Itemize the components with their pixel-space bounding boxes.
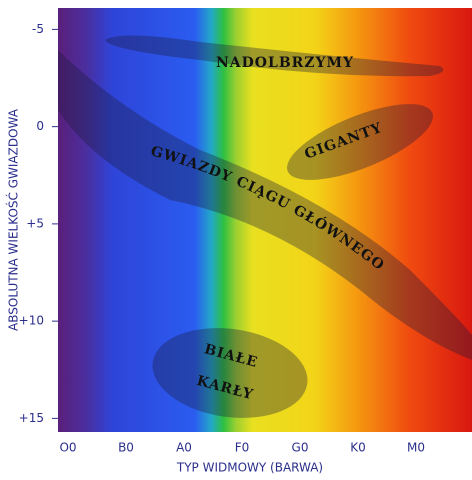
x-tick-label: B0 [118,441,134,455]
y-tick-label: +10 [19,314,44,328]
y-tick-label: +15 [19,411,44,425]
x-tick-label: F0 [235,441,250,455]
x-tick-label: M0 [407,441,425,455]
region-label: NADOLBRZYMY [216,55,354,71]
chart: NADOLBRZYMY GIGANTY GWIAZDY CIĄGU GŁÓWNE… [0,0,472,480]
x-tick-label: A0 [176,441,192,455]
y-tick-label: +5 [26,216,44,230]
y-tick-label: 0 [36,119,44,133]
x-axis-title: TYP WIDMOWY (BARWA) [176,461,323,475]
y-axis-title: ABSOLUTNA WIELKOŚĆ GWIAZDOWA [6,108,21,331]
x-tick-label: K0 [350,441,366,455]
x-tick-label: G0 [292,441,309,455]
y-tick-label: -5 [32,22,44,36]
x-tick-label: O0 [59,441,76,455]
